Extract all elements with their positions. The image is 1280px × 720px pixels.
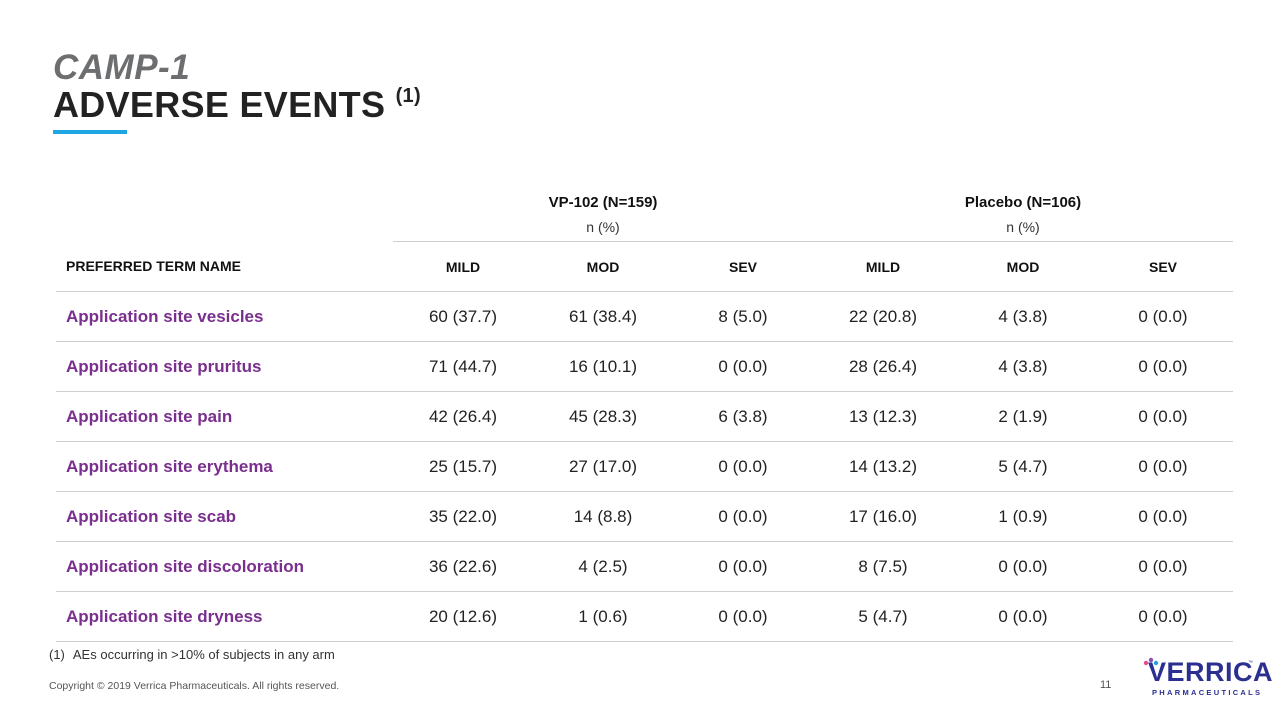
table-cell: 0 (0.0): [1093, 291, 1233, 342]
column-header: MILD: [393, 241, 533, 292]
table-cell: 1 (0.6): [533, 591, 673, 642]
preferred-term-name: Application site pruritus: [56, 341, 393, 392]
group-unit-placebo: n (%): [813, 212, 1233, 242]
table-cell: 22 (20.8): [813, 291, 953, 342]
table-cell: 61 (38.4): [533, 291, 673, 342]
table-row: Application site scab 35 (22.0) 14 (8.8) 0 …: [56, 491, 1233, 542]
slide-title: ADVERSE EVENTS (1): [53, 84, 421, 126]
column-header: SEV: [1093, 241, 1233, 292]
table-cell: 28 (26.4): [813, 341, 953, 392]
table-cell: 0 (0.0): [673, 441, 813, 492]
column-header: PREFERRED TERM NAME: [56, 241, 393, 292]
table-cell: 42 (26.4): [393, 391, 533, 442]
table-cell: 17 (16.0): [813, 491, 953, 542]
table-row: Application site discoloration 36 (22.6) 4…: [56, 541, 1233, 592]
adverse-events-table: VP-102 (N=159) Placebo (N=106) n (%) n (…: [56, 180, 1233, 642]
table-cell: 0 (0.0): [1093, 341, 1233, 392]
group-header-placebo: Placebo (N=106): [964, 194, 1082, 211]
table-cell: 35 (22.0): [393, 491, 533, 542]
table-row: Application site pruritus 71 (44.7) 16 (10…: [56, 341, 1233, 392]
preferred-term-name: Application site discoloration: [56, 541, 393, 592]
table-cell: 1 (0.9): [953, 491, 1093, 542]
table-cell: 0 (0.0): [673, 541, 813, 592]
table-cell: 16 (10.1): [533, 341, 673, 392]
table-cell: 0 (0.0): [953, 591, 1093, 642]
group-header-row: VP-102 (N=159) Placebo (N=106): [56, 180, 1233, 212]
table-cell: 0 (0.0): [1093, 391, 1233, 442]
table-cell: 5 (4.7): [813, 591, 953, 642]
preferred-term-name: Application site pain: [56, 391, 393, 442]
group-header-vp102: VP-102 (N=159): [548, 194, 658, 211]
table-row: Application site pain 42 (26.4) 45 (28.3) 6…: [56, 391, 1233, 442]
preferred-term-name: Application site scab: [56, 491, 393, 542]
group-unit-row: n (%) n (%): [56, 212, 1233, 242]
table-row: Application site erythema 25 (15.7) 27 (17…: [56, 441, 1233, 492]
table-cell: 4 (2.5): [533, 541, 673, 592]
table-cell: 14 (8.8): [533, 491, 673, 542]
table-cell: 0 (0.0): [953, 541, 1093, 592]
preferred-term-name: Application site dryness: [56, 591, 393, 642]
table-cell: 0 (0.0): [673, 591, 813, 642]
column-header: MILD: [813, 241, 953, 292]
table-cell: 14 (13.2): [813, 441, 953, 492]
column-header: MOD: [953, 241, 1093, 292]
logo-dots-icon: [1143, 657, 1159, 668]
footnote: (1) AEs occurring in >10% of subjects in …: [49, 647, 335, 662]
column-header: SEV: [673, 241, 813, 292]
table-cell: 36 (22.6): [393, 541, 533, 592]
logo-trademark: ™: [1248, 660, 1253, 666]
table-cell: 0 (0.0): [1093, 491, 1233, 542]
preferred-term-name: Application site erythema: [56, 441, 393, 492]
column-header: MOD: [533, 241, 673, 292]
table-cell: 0 (0.0): [1093, 541, 1233, 592]
table-cell: 8 (7.5): [813, 541, 953, 592]
table-cell: 0 (0.0): [673, 491, 813, 542]
table-cell: 0 (0.0): [673, 341, 813, 392]
table-cell: 60 (37.7): [393, 291, 533, 342]
table-cell: 45 (28.3): [533, 391, 673, 442]
table-cell: 27 (17.0): [533, 441, 673, 492]
slide-title-text: ADVERSE EVENTS: [53, 84, 386, 125]
table-cell: 0 (0.0): [1093, 591, 1233, 642]
preferred-term-name: Application site vesicles: [56, 291, 393, 342]
logo-subtitle: PHARMACEUTICALS: [1152, 688, 1263, 697]
table-cell: 0 (0.0): [1093, 441, 1233, 492]
table-cell: 4 (3.8): [953, 341, 1093, 392]
footnote-number: (1): [49, 647, 65, 662]
title-accent-bar: [53, 130, 127, 134]
title-footnote-ref: (1): [395, 85, 421, 107]
slide-title-study: CAMP-1: [53, 48, 191, 87]
column-header-row: PREFERRED TERM NAME MILD MOD SEV MILD MO…: [56, 241, 1233, 292]
copyright-text: Copyright © 2019 Verrica Pharmaceuticals…: [49, 680, 340, 692]
page-number: 11: [1100, 679, 1112, 691]
table-cell: 6 (3.8): [673, 391, 813, 442]
table-cell: 2 (1.9): [953, 391, 1093, 442]
table-cell: 4 (3.8): [953, 291, 1093, 342]
table-cell: 8 (5.0): [673, 291, 813, 342]
table-row: Application site vesicles 60 (37.7) 61 (38…: [56, 291, 1233, 342]
table-cell: 20 (12.6): [393, 591, 533, 642]
table-row: Application site dryness 20 (12.6) 1 (0.6)…: [56, 591, 1233, 642]
logo-wordmark: VERRICA: [1148, 657, 1274, 687]
table-cell: 5 (4.7): [953, 441, 1093, 492]
group-unit-vp102: n (%): [393, 212, 813, 242]
table-cell: 71 (44.7): [393, 341, 533, 392]
footnote-text: AEs occurring in >10% of subjects in any…: [72, 647, 335, 662]
verrica-logo: VERRICA ™ PHARMACEUTICALS: [1134, 655, 1273, 700]
table-cell: 25 (15.7): [393, 441, 533, 492]
table-cell: 13 (12.3): [813, 391, 953, 442]
